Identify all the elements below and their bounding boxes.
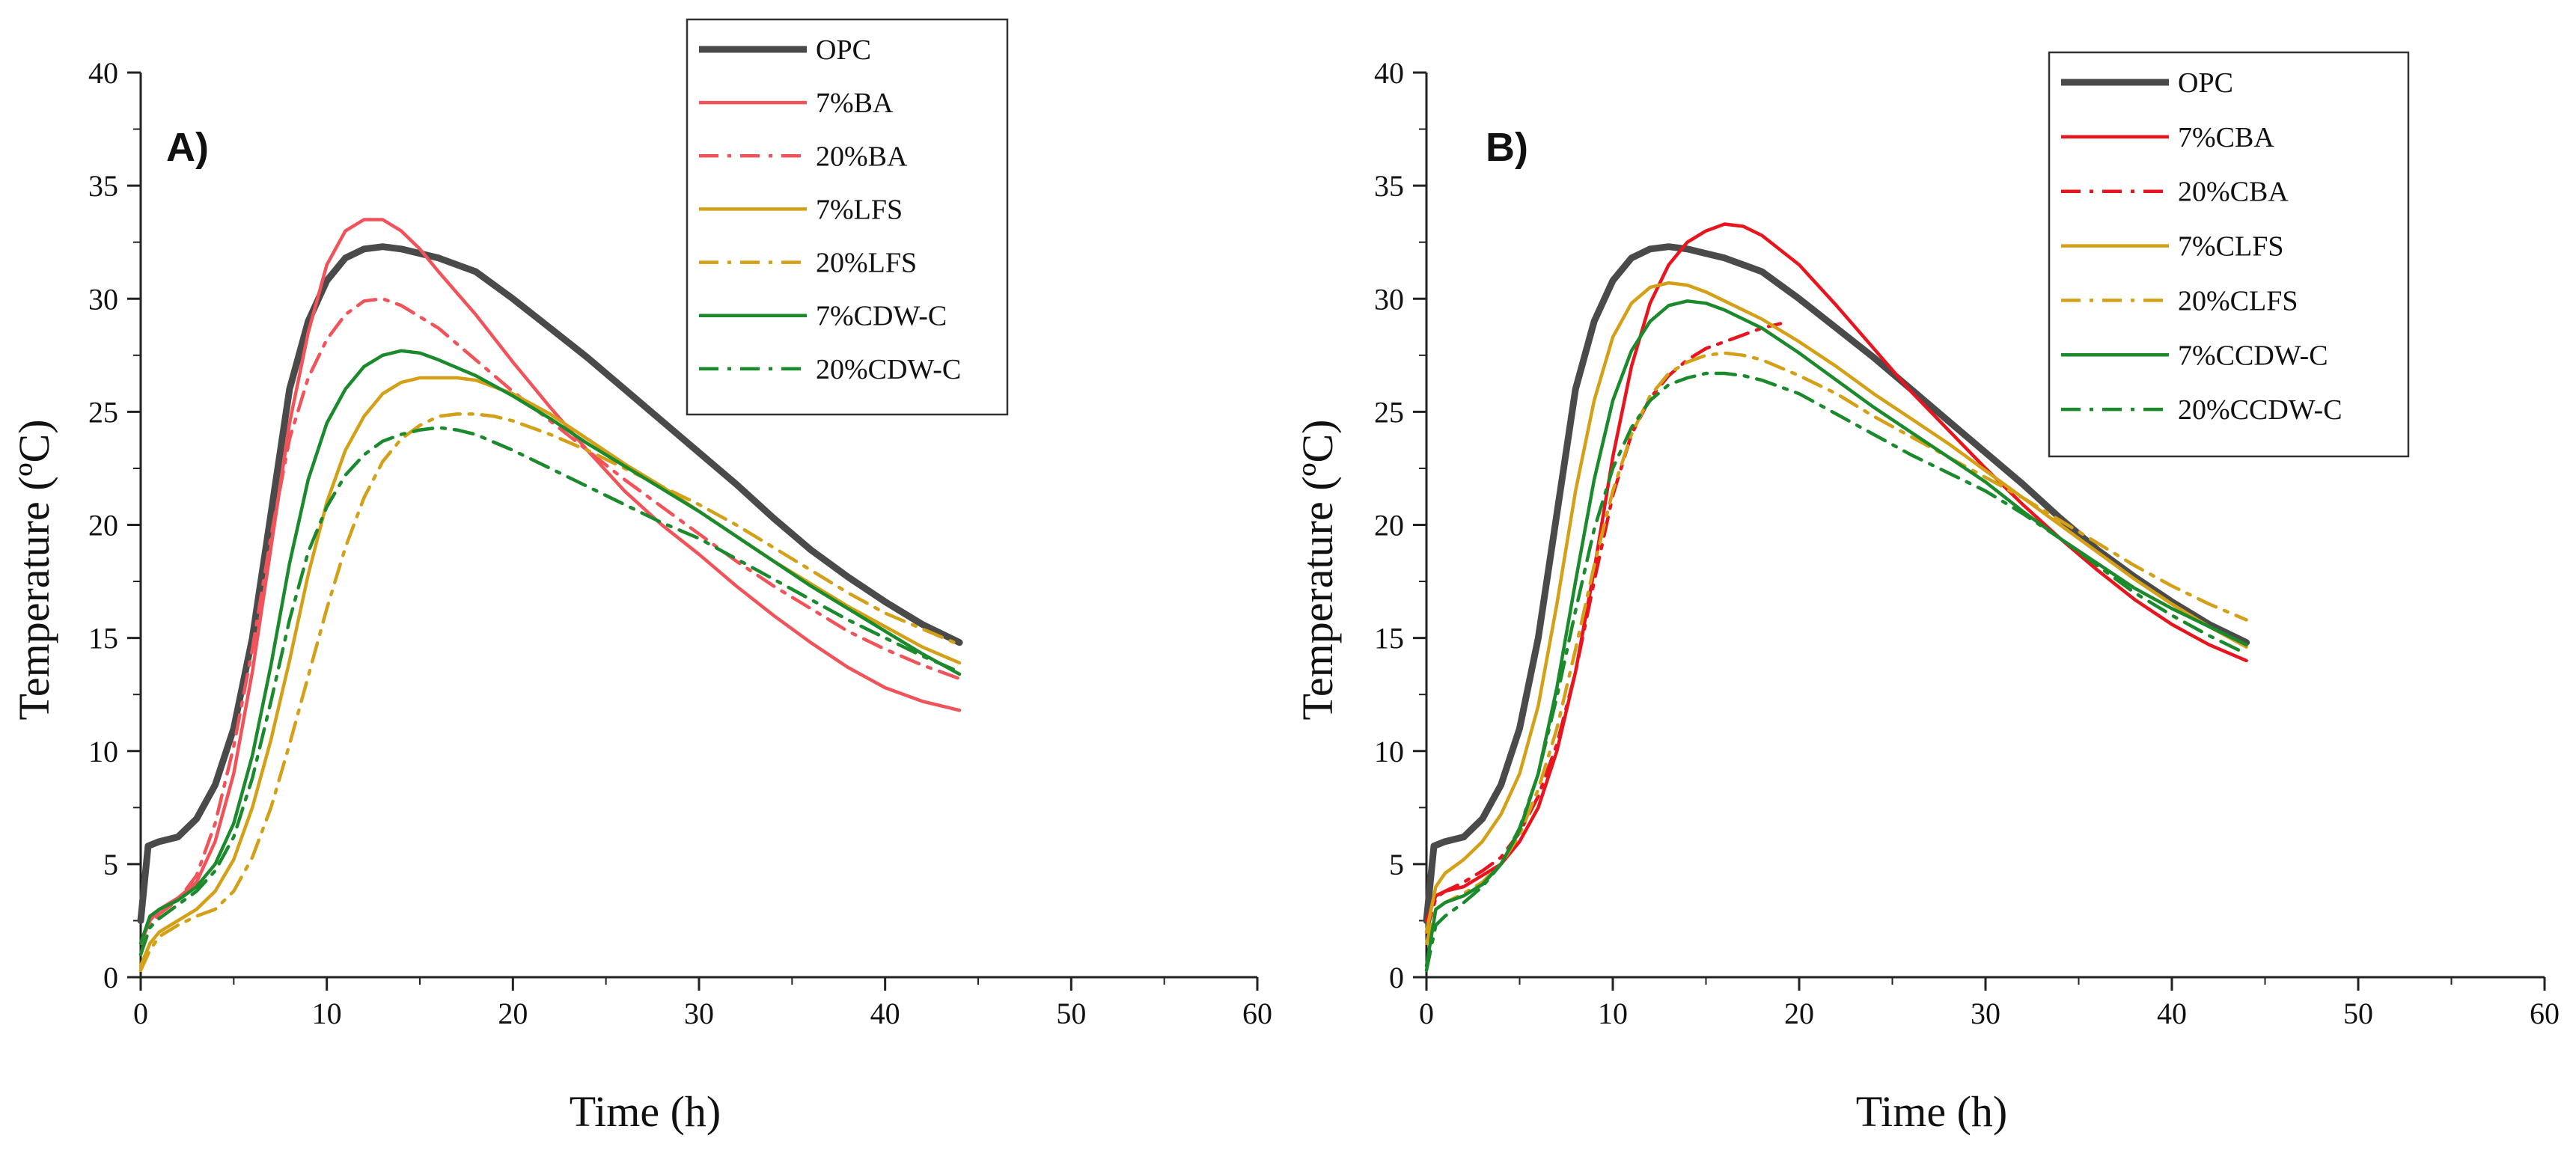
legend-label: 20%CBA xyxy=(2178,177,2289,208)
legend-label: 20%BA xyxy=(816,141,908,172)
x-tick-label: 10 xyxy=(312,997,342,1030)
y-tick-label: 15 xyxy=(1374,622,1404,655)
y-tick-label: 35 xyxy=(88,169,118,203)
legend-label: OPC xyxy=(2178,67,2233,99)
legend-label: 20%CCDW-C xyxy=(2178,394,2342,426)
series-line xyxy=(138,426,962,957)
series-line xyxy=(138,349,962,945)
chart-panel-2: 0 10 20 30 40 50 60 0 5 10 15 20 25 30 35 40 Time (h) Tem… xyxy=(1293,51,2560,1136)
series-line xyxy=(138,218,962,945)
series-line xyxy=(1423,243,2250,924)
legend-label: 20%LFS xyxy=(816,248,917,279)
y-tick-label: 20 xyxy=(1374,509,1404,542)
series-line xyxy=(1424,371,2248,973)
series-line xyxy=(1424,322,1783,934)
panel-label: B) xyxy=(1486,125,1528,170)
x-tick-label: 40 xyxy=(870,997,900,1030)
x-tick-label: 30 xyxy=(684,997,714,1030)
legend-label: 7%BA xyxy=(816,88,894,119)
x-tick-label: 20 xyxy=(498,997,528,1030)
legend-box xyxy=(686,18,1009,416)
series-line xyxy=(137,243,963,924)
x-tick-label: 20 xyxy=(1784,997,1814,1030)
y-tick-label: 0 xyxy=(1389,961,1404,994)
x-tick-label: 50 xyxy=(1056,997,1086,1030)
panel-label: A) xyxy=(166,125,209,170)
x-axis-label: Time (h) xyxy=(1856,1087,2008,1136)
legend-label: 7%CBA xyxy=(2178,122,2274,153)
x-tick-label: 30 xyxy=(1971,997,2000,1030)
legend-label: 20%CDW-C xyxy=(816,354,961,385)
y-tick-label: 35 xyxy=(1374,169,1404,203)
legend-label: 7%LFS xyxy=(816,194,903,225)
y-tick-label: 5 xyxy=(1389,848,1404,881)
series-line xyxy=(138,297,962,957)
x-tick-label: 60 xyxy=(1242,997,1272,1030)
y-tick-label: 30 xyxy=(88,282,118,316)
x-tick-label: 60 xyxy=(2530,997,2560,1030)
y-tick-label: 5 xyxy=(103,848,118,881)
y-tick-label: 15 xyxy=(88,622,118,655)
y-tick-label: 20 xyxy=(88,509,118,542)
y-tick-label: 10 xyxy=(88,735,118,768)
y-tick-label: 25 xyxy=(1374,395,1404,429)
y-tick-label: 10 xyxy=(1374,735,1404,768)
y-tick-label: 25 xyxy=(88,395,118,429)
legend: OPC 7%BA 20%BA 7%LFS 20%LFS 7%CDW-C 20%CDW-C xyxy=(686,18,1009,416)
y-tick-label: 40 xyxy=(1374,56,1404,90)
x-tick-label: 50 xyxy=(2343,997,2373,1030)
x-tick-label: 0 xyxy=(133,997,148,1030)
y-tick-label: 0 xyxy=(103,961,118,994)
series-line xyxy=(1424,281,2248,934)
x-tick-label: 40 xyxy=(2157,997,2187,1030)
y-axis-label: Temperature (ºC) xyxy=(10,419,58,720)
series-line xyxy=(138,376,962,968)
y-axis-label: Temperature (ºC) xyxy=(1293,419,1342,720)
legend-label: 20%CLFS xyxy=(2178,285,2298,317)
legend-box xyxy=(2048,51,2410,458)
x-tick-label: 0 xyxy=(1419,997,1434,1030)
legend-label: 7%CDW-C xyxy=(816,301,947,332)
legend-label: OPC xyxy=(816,34,871,66)
x-tick-label: 10 xyxy=(1598,997,1628,1030)
y-tick-label: 30 xyxy=(1374,282,1404,316)
x-axis-label: Time (h) xyxy=(570,1087,721,1136)
chart-panel-1: 0 10 20 30 40 50 60 0 5 10 15 20 25 30 35 40 Time (h) Tem… xyxy=(10,18,1272,1136)
legend: OPC 7%CBA 20%CBA 7%CLFS 20%CLFS 7%CCDW-C 20%CC… xyxy=(2048,51,2410,458)
series-line xyxy=(138,412,962,973)
legend-label: 7%CLFS xyxy=(2178,231,2283,263)
legend-label: 7%CCDW-C xyxy=(2178,340,2328,371)
y-tick-label: 40 xyxy=(88,56,118,90)
